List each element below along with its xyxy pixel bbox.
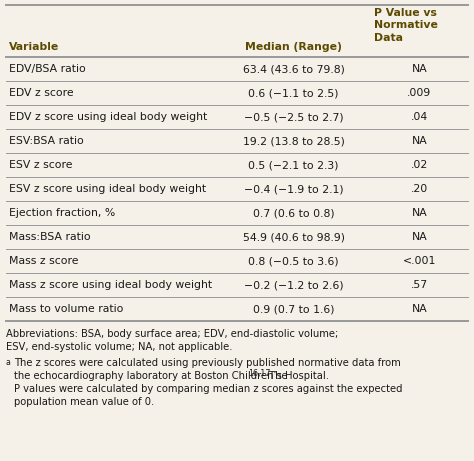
Text: NA: NA bbox=[411, 208, 428, 218]
Text: NA: NA bbox=[411, 136, 428, 146]
Text: P values were calculated by comparing median z scores against the expected: P values were calculated by comparing me… bbox=[14, 384, 402, 394]
Text: The: The bbox=[266, 371, 288, 381]
Text: 16,17: 16,17 bbox=[248, 369, 270, 378]
Text: Mass z score using ideal body weight: Mass z score using ideal body weight bbox=[9, 280, 212, 290]
Text: The z scores were calculated using previously published normative data from: The z scores were calculated using previ… bbox=[14, 358, 401, 368]
Text: Mass:BSA ratio: Mass:BSA ratio bbox=[9, 232, 91, 242]
Text: 19.2 (13.8 to 28.5): 19.2 (13.8 to 28.5) bbox=[243, 136, 345, 146]
Text: −0.4 (−1.9 to 2.1): −0.4 (−1.9 to 2.1) bbox=[244, 184, 343, 194]
Text: EDV z score using ideal body weight: EDV z score using ideal body weight bbox=[9, 112, 207, 122]
Text: EDV z score: EDV z score bbox=[9, 88, 73, 98]
Text: ESV z score using ideal body weight: ESV z score using ideal body weight bbox=[9, 184, 206, 194]
Text: .009: .009 bbox=[407, 88, 432, 98]
Text: .20: .20 bbox=[411, 184, 428, 194]
Text: .04: .04 bbox=[411, 112, 428, 122]
Text: 0.6 (−1.1 to 2.5): 0.6 (−1.1 to 2.5) bbox=[248, 88, 339, 98]
Text: a: a bbox=[6, 358, 11, 367]
Text: NA: NA bbox=[411, 64, 428, 74]
Text: the echocardiography laboratory at Boston Children’s Hospital.: the echocardiography laboratory at Bosto… bbox=[14, 371, 329, 381]
Text: population mean value of 0.: population mean value of 0. bbox=[14, 397, 154, 407]
Text: .57: .57 bbox=[411, 280, 428, 290]
Text: Mass to volume ratio: Mass to volume ratio bbox=[9, 304, 123, 314]
Text: 0.7 (0.6 to 0.8): 0.7 (0.6 to 0.8) bbox=[253, 208, 335, 218]
Text: EDV/BSA ratio: EDV/BSA ratio bbox=[9, 64, 86, 74]
Text: Mass z score: Mass z score bbox=[9, 256, 79, 266]
Text: Abbreviations: BSA, body surface area; EDV, end-diastolic volume;: Abbreviations: BSA, body surface area; E… bbox=[6, 329, 338, 339]
Text: ESV:BSA ratio: ESV:BSA ratio bbox=[9, 136, 84, 146]
Text: ESV z score: ESV z score bbox=[9, 160, 73, 170]
Text: <.001: <.001 bbox=[403, 256, 436, 266]
Text: 63.4 (43.6 to 79.8): 63.4 (43.6 to 79.8) bbox=[243, 64, 345, 74]
Text: Variable: Variable bbox=[9, 42, 59, 52]
Text: 0.8 (−0.5 to 3.6): 0.8 (−0.5 to 3.6) bbox=[248, 256, 339, 266]
Text: .02: .02 bbox=[411, 160, 428, 170]
Text: −0.5 (−2.5 to 2.7): −0.5 (−2.5 to 2.7) bbox=[244, 112, 343, 122]
Text: ESV, end-systolic volume; NA, not applicable.: ESV, end-systolic volume; NA, not applic… bbox=[6, 342, 233, 352]
Text: 54.9 (40.6 to 98.9): 54.9 (40.6 to 98.9) bbox=[243, 232, 345, 242]
Text: 0.9 (0.7 to 1.6): 0.9 (0.7 to 1.6) bbox=[253, 304, 334, 314]
Text: Median (Range): Median (Range) bbox=[245, 42, 342, 52]
Text: NA: NA bbox=[411, 232, 428, 242]
Text: Ejection fraction, %: Ejection fraction, % bbox=[9, 208, 115, 218]
Text: P Value vs
Normative
Data: P Value vs Normative Data bbox=[374, 8, 438, 43]
Text: NA: NA bbox=[411, 304, 428, 314]
Text: 0.5 (−2.1 to 2.3): 0.5 (−2.1 to 2.3) bbox=[248, 160, 339, 170]
Text: −0.2 (−1.2 to 2.6): −0.2 (−1.2 to 2.6) bbox=[244, 280, 343, 290]
